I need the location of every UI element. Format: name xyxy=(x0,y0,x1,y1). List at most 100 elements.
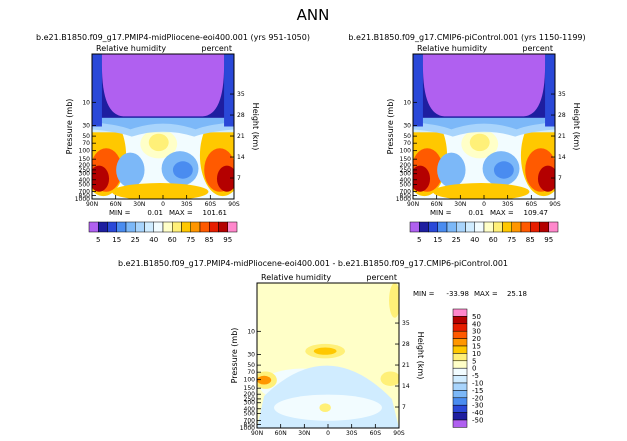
y2-tick-label: 21 xyxy=(558,133,566,140)
x-tick-label: 0 xyxy=(161,201,165,208)
y2-tick-label: 21 xyxy=(237,133,245,140)
colorbar-box xyxy=(116,221,127,233)
y-tick-label: 300 xyxy=(400,171,412,178)
x-tick-label: 90N xyxy=(251,430,263,437)
colorbar-label: 5 xyxy=(472,357,476,365)
panel-left-label: Relative humidity xyxy=(96,44,166,53)
colorbar-label: 5 xyxy=(417,236,421,244)
y2-tick-label: 35 xyxy=(402,320,410,327)
y-tick-label: 200 xyxy=(79,162,91,169)
colorbar-box xyxy=(520,221,531,233)
nh-subtropic-dry xyxy=(116,152,145,188)
stat-min-label: MIN = xyxy=(109,209,131,217)
colorbar-box xyxy=(419,221,429,233)
x-tick-label: 30N xyxy=(454,201,466,208)
lower-nh-peak xyxy=(92,165,110,192)
stat-min-value: -33.98 xyxy=(446,290,469,298)
y-tick-label: 100 xyxy=(79,148,91,155)
colorbar-box xyxy=(465,221,475,233)
y2-tick-label: 35 xyxy=(558,91,566,98)
colorbar-box xyxy=(190,221,201,233)
sh-polar-blue xyxy=(545,54,555,127)
colorbar-box xyxy=(209,221,219,233)
colorbar-box xyxy=(452,323,468,332)
stat-max-value: 101.61 xyxy=(203,209,228,217)
colorbar-label: 15 xyxy=(433,236,442,244)
upper-dry-purple xyxy=(101,54,225,117)
colorbar-box xyxy=(452,404,468,413)
tropical-upper-core xyxy=(469,133,490,152)
x-tick-label: 60S xyxy=(370,430,382,437)
colorbar-left: 5 15 25 40 60 75 85 95 xyxy=(88,221,238,244)
x-tick-label: 30N xyxy=(133,201,145,208)
y-tick-label: 850 xyxy=(244,422,256,429)
stat-min-value: 0.01 xyxy=(468,209,484,217)
panel-right-label: percent xyxy=(366,273,397,282)
y-tick-label: 10 xyxy=(403,99,411,106)
colorbar-label: 40 xyxy=(149,236,158,244)
panel-title: b.e21.B1850.f09_g17.PMIP4-midPliocene-eo… xyxy=(36,33,310,42)
colorbar-box xyxy=(474,221,485,233)
y-tick-label: 850 xyxy=(400,193,412,200)
colorbar-box xyxy=(452,367,468,376)
y-tick-label: 150 xyxy=(244,385,256,392)
panel-right-label: percent xyxy=(522,44,553,53)
colorbar-label: -20 xyxy=(472,394,483,402)
y2-tick-label: 28 xyxy=(237,112,245,119)
contour-field xyxy=(257,283,399,428)
y2-axis-title: Height (km) xyxy=(251,103,260,151)
x-tick-label: 90N xyxy=(86,201,98,208)
colorbar-box xyxy=(172,221,182,233)
y-tick-label: 700 xyxy=(79,189,91,196)
y-tick-label: 250 xyxy=(244,396,256,403)
colorbar-box xyxy=(452,375,468,384)
y-tick-label: 10 xyxy=(247,328,255,335)
stat-min-label: MIN = xyxy=(413,290,435,298)
colorbar-box xyxy=(181,221,191,233)
colorbar-label: 85 xyxy=(526,236,535,244)
y-tick-label: 150 xyxy=(79,156,91,163)
x-tick-label: 90N xyxy=(407,201,419,208)
colorbar-box xyxy=(452,345,468,354)
y2-tick-label: 7 xyxy=(237,175,241,182)
diff-nh-peak xyxy=(257,375,272,385)
colorbar-box xyxy=(144,221,154,233)
colorbar-box xyxy=(227,221,238,233)
boundary-layer xyxy=(432,183,530,199)
colorbar-label: 40 xyxy=(472,320,481,328)
y-tick-label: 30 xyxy=(82,122,90,129)
y-tick-label: 250 xyxy=(79,167,91,174)
nh-subtropic-dry xyxy=(437,152,466,188)
colorbar-label: 15 xyxy=(472,343,481,351)
colorbar-box xyxy=(456,221,466,233)
colorbar-box xyxy=(153,221,164,233)
colorbar-label: -5 xyxy=(472,372,479,380)
y-tick-label: 50 xyxy=(247,362,255,369)
y-axis-title: Pressure (mb) xyxy=(65,99,74,155)
lower-sh-peak xyxy=(537,165,555,192)
y-tick-label: 70 xyxy=(403,140,411,147)
x-tick-label: 30S xyxy=(502,201,514,208)
colorbar-box xyxy=(530,221,540,233)
colorbar-label: 30 xyxy=(472,328,481,336)
colorbar-box xyxy=(446,221,457,233)
colorbar-label: 5 xyxy=(96,236,100,244)
x-tick-label: 60N xyxy=(110,201,122,208)
colorbar-box xyxy=(162,221,173,233)
colorbar-box xyxy=(452,360,468,369)
x-tick-label: 30S xyxy=(346,430,358,437)
y-tick-label: 50 xyxy=(82,133,90,140)
colorbar-box xyxy=(409,221,420,233)
sh-polar-blue xyxy=(224,54,234,127)
lower-sh-peak xyxy=(216,165,234,192)
y-tick-label: 200 xyxy=(244,391,256,398)
colorbar-box xyxy=(125,221,136,233)
colorbar-box xyxy=(493,221,503,233)
x-tick-label: 0 xyxy=(326,430,330,437)
colorbar-box xyxy=(107,221,117,233)
stat-max-label: MAX = xyxy=(169,209,193,217)
y-tick-label: 200 xyxy=(400,162,412,169)
colorbar-box xyxy=(452,308,468,317)
x-tick-label: 60S xyxy=(526,201,538,208)
y-tick-label: 1000 xyxy=(75,196,90,203)
